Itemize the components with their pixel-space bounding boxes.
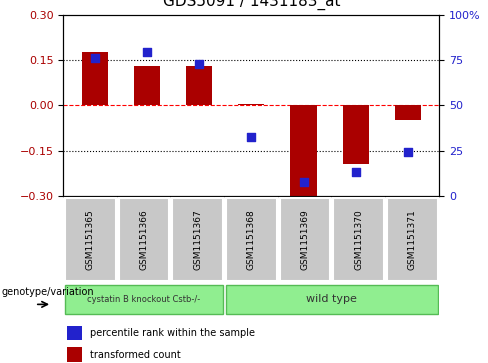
Bar [226, 285, 438, 314]
Bar [67, 347, 82, 362]
Text: wild type: wild type [306, 294, 357, 305]
Bar [119, 198, 169, 281]
Title: GDS5091 / 1431183_at: GDS5091 / 1431183_at [163, 0, 340, 11]
Point [143, 49, 151, 55]
Bar [65, 285, 223, 314]
Bar [387, 198, 438, 281]
Bar [81, 52, 108, 105]
Bar [280, 198, 330, 281]
Bar [65, 198, 116, 281]
Bar [290, 105, 317, 197]
Bar [134, 66, 160, 105]
Bar [395, 105, 421, 121]
Bar [226, 198, 277, 281]
Text: cystatin B knockout Cstb-/-: cystatin B knockout Cstb-/- [87, 295, 201, 304]
Text: genotype/variation: genotype/variation [1, 287, 94, 297]
Bar [238, 104, 264, 105]
Text: GSM1151366: GSM1151366 [140, 209, 148, 270]
Text: GSM1151365: GSM1151365 [86, 209, 95, 270]
Point [91, 56, 99, 61]
Bar [172, 198, 223, 281]
Point [247, 134, 255, 140]
Text: GSM1151369: GSM1151369 [301, 209, 309, 270]
Text: percentile rank within the sample: percentile rank within the sample [90, 328, 255, 338]
Text: GSM1151370: GSM1151370 [354, 209, 363, 270]
Text: GSM1151371: GSM1151371 [408, 209, 417, 270]
Point [195, 61, 203, 68]
Text: transformed count: transformed count [90, 350, 181, 359]
Point [352, 169, 360, 175]
Text: GSM1151367: GSM1151367 [193, 209, 202, 270]
Point [404, 149, 412, 155]
Bar [333, 198, 384, 281]
Bar [343, 105, 369, 164]
Point [300, 179, 307, 185]
Bar [67, 326, 82, 340]
Text: GSM1151368: GSM1151368 [247, 209, 256, 270]
Bar [186, 66, 212, 105]
